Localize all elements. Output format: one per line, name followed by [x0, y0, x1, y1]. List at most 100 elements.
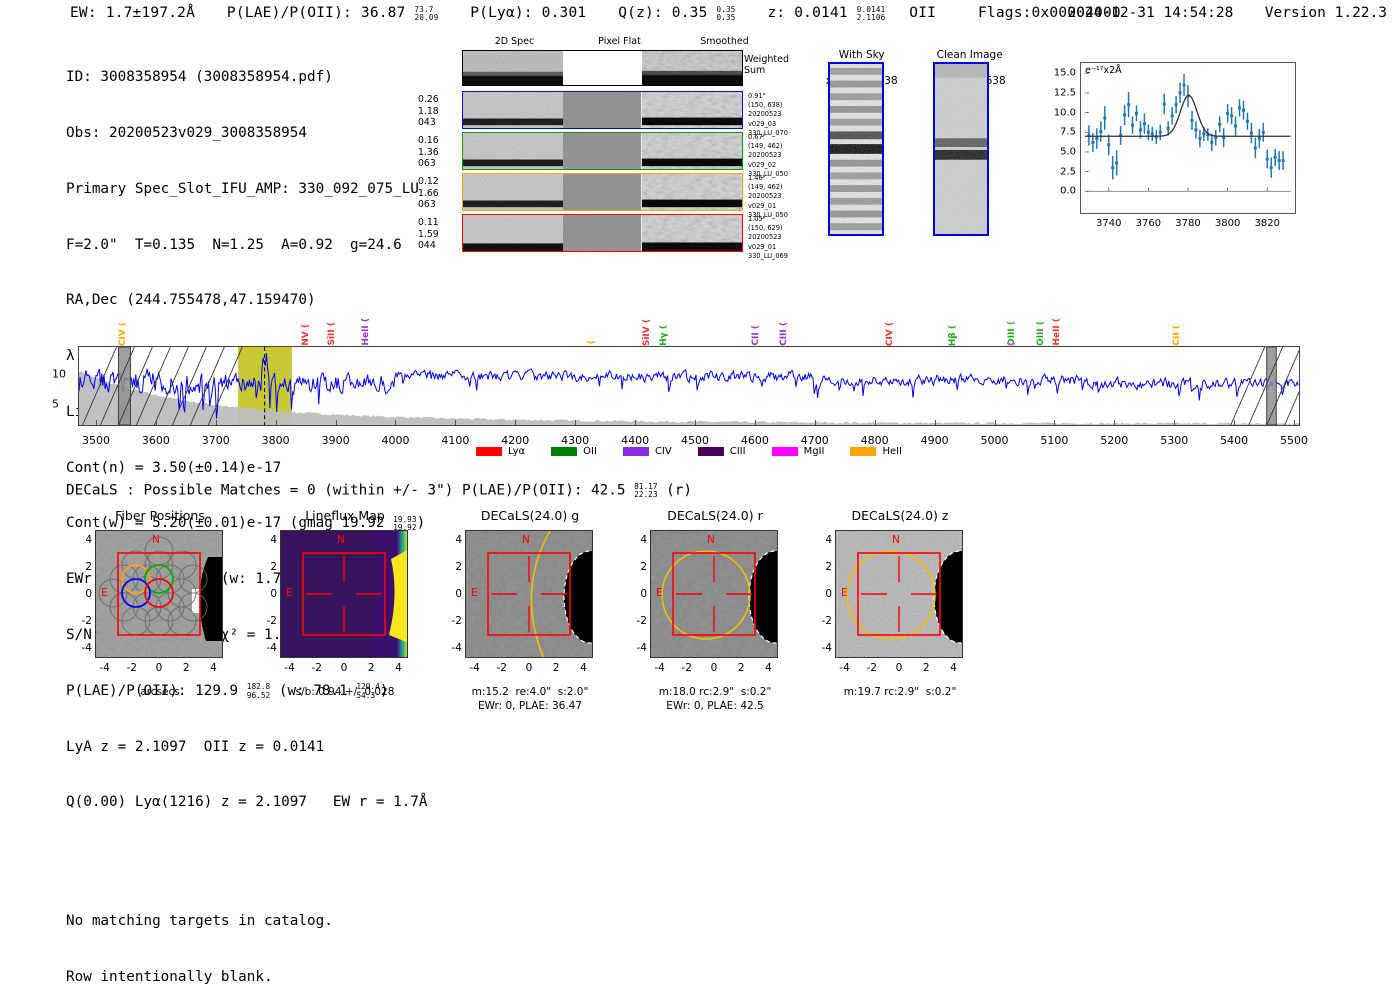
- spectrum-legend: Lyα OII CIV CIII MgII HeII: [78, 446, 1300, 457]
- linefit-plot-area: e⁻¹⁷x2Å 0.0 2.5 5.0 7.5 10.0 12.5 15.0 3740 3760…: [1054, 62, 1296, 229]
- legend-label: HeII: [882, 446, 903, 457]
- spectrum-x-tick: 3600: [141, 434, 170, 447]
- decals-plae-range: 81.17 22.23: [634, 482, 657, 500]
- ew-label: EW:: [70, 5, 97, 22]
- cutout-title: DECaLS(24.0) r: [667, 508, 763, 523]
- cutout-caption: m:15.2 re:4.0" s:2.0" EWr: 0, PLAE: 36.4…: [471, 686, 589, 712]
- cutout-x-tick: 4: [210, 662, 217, 674]
- emission-line-label: HeII (: [360, 318, 371, 346]
- spectrum-tick-mark: [515, 420, 517, 425]
- cutout-y-tick: -2: [451, 615, 462, 628]
- cutout-x-tick: 4: [395, 662, 402, 674]
- spectrum-tick-mark: [95, 420, 97, 425]
- spectrum-tick-mark: [575, 420, 577, 425]
- cutout-y-tick: 4: [640, 533, 647, 546]
- cutout-caption: m:18.0 rc:2.9" s:0.2" EWr: 0, PLAE: 42.5: [658, 686, 772, 712]
- fiber-strip-right-labels: 1.46" (149, 462) 20200523 v029_01 330_LU…: [748, 174, 788, 219]
- cutout-y-tick: 4: [270, 533, 277, 546]
- spectrum-x-tick: 4900: [920, 434, 949, 447]
- fiber-pixelflat: [563, 92, 642, 128]
- spectrum-tick-mark: [1114, 420, 1116, 425]
- legend-label: CIV: [654, 446, 672, 457]
- linefit-x-tick: 3760: [1135, 218, 1162, 229]
- cutout-x-tick: -4: [469, 662, 480, 674]
- cutout-image: [465, 530, 593, 658]
- legend-swatch: [551, 447, 578, 456]
- fiber-smoothed: [641, 174, 742, 210]
- fiber-strip-left-labels: 0.12 1.66 063: [418, 176, 439, 211]
- weighted-sum-pixelflat: [563, 51, 642, 85]
- spectrum-tick-mark: [694, 420, 696, 425]
- emission-line-label: OIII (: [1036, 321, 1047, 346]
- plya-label: P(Lyα):: [470, 5, 533, 22]
- cont-w-post: ): [416, 515, 426, 532]
- spectrum-tick-mark: [814, 420, 816, 425]
- decals-header-pre: DECaLS : Possible Matches = 0 (within +/…: [66, 482, 635, 499]
- cutout-x-tick: -4: [284, 662, 295, 674]
- compass-east: E: [841, 587, 848, 599]
- cutout-y-tick: 2: [85, 560, 92, 573]
- z-label: z:: [767, 5, 786, 22]
- plae-w-range: 120.4 54.3: [356, 682, 379, 700]
- cutout-y-tick: 4: [455, 533, 462, 546]
- fiber-2dspec: [463, 133, 564, 169]
- plae-post: ): [379, 682, 389, 699]
- legend-swatch: [622, 447, 649, 456]
- plae-hi: 73.7: [414, 5, 434, 14]
- info-redshifts: LyA z = 2.1097 OII z = 0.0141: [66, 738, 325, 755]
- cutout-x-tick: 0: [525, 662, 533, 674]
- info-classification: Q(0.00) Lyα(1216) z = 2.1097 EW r = 1.7Å: [66, 794, 428, 811]
- emission-line-label: CIV (: [884, 321, 895, 346]
- emission-line-label: CII (: [1172, 325, 1183, 346]
- emission-line-label: SiIV (: [642, 318, 653, 346]
- plae-lo: 20.09: [414, 13, 439, 23]
- cutout-image: [280, 530, 408, 658]
- gmag-range: 19.93 19.92: [393, 515, 417, 533]
- legend-swatch: [850, 447, 877, 456]
- qz-error-range: 0.35 0.35: [716, 5, 735, 22]
- linefit-svg: [1084, 72, 1292, 192]
- cutout-x-tick: 2: [182, 662, 190, 674]
- spectrum-tick-mark: [1234, 420, 1236, 425]
- cutout-x-tick: 2: [552, 662, 560, 674]
- spectrum-tick-mark: [994, 420, 996, 425]
- info-plae-lo: 96.52: [246, 690, 271, 700]
- cutout-x-tick: 2: [367, 662, 375, 674]
- cutout-x-tick: -2: [866, 662, 878, 674]
- spectrum-tick-mark: [275, 420, 277, 425]
- spectrum-x-tick: 4100: [441, 434, 470, 447]
- cutout-x-tick: 4: [580, 662, 587, 674]
- spectrum-x-tick: 3800: [261, 434, 290, 447]
- fiber-smoothed: [641, 92, 742, 128]
- cutout-x-tick: -4: [99, 662, 110, 674]
- cutout-title: DECaLS(24.0) z: [851, 508, 949, 523]
- cutout-image: [835, 530, 963, 658]
- legend-item: CIII: [697, 446, 746, 457]
- gmag-lo: 19.92: [393, 523, 417, 533]
- compass-east: E: [656, 587, 663, 599]
- fiber-pixelflat: [563, 215, 642, 251]
- spectrum-tick-mark: [395, 420, 397, 425]
- spectrum-tick-mark: [635, 420, 637, 425]
- legend-swatch: [697, 447, 724, 456]
- legend-item: CIV: [622, 446, 672, 457]
- legend-item: Lyα: [475, 446, 525, 457]
- cutout-y-tick: -4: [81, 642, 92, 655]
- fiber-2dspec: [463, 215, 564, 251]
- cutout-y-tick: 0: [455, 588, 462, 600]
- compass-east: E: [471, 587, 478, 599]
- weighted-sum-smoothed: [641, 51, 742, 85]
- spectrum-x-tick: 5000: [980, 434, 1009, 447]
- cutout-y-tick: -4: [636, 642, 647, 655]
- plae-error-range: 73.7 20.09: [414, 5, 439, 23]
- plae-mid: (w: 78.1: [270, 682, 357, 699]
- decals-header-post: (r): [657, 482, 693, 499]
- cutout-panel-lineflux: Lineflux Map N E -4 -4 -2 -2 0 0 2 2 4 4 s/b: 0.94 +…: [247, 508, 443, 723]
- cutout-y-tick: 0: [640, 588, 647, 600]
- emission-line-label: CII (: [751, 325, 762, 346]
- cutout-y-tick: 0: [85, 588, 92, 600]
- cutout-y-tick: 0: [825, 588, 832, 600]
- cutout-caption: m:19.7 rc:2.9" s:0.2": [843, 686, 957, 698]
- cutout-y-tick: 2: [455, 560, 462, 573]
- fiber-smoothed: [641, 133, 742, 169]
